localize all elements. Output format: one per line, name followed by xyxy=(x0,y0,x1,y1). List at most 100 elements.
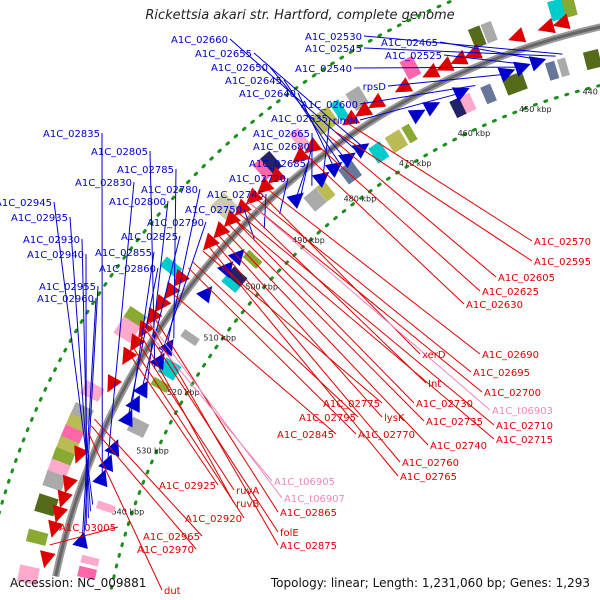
reverse-gene-label-leader xyxy=(212,239,401,463)
reverse-gene-arrow xyxy=(256,176,275,195)
reverse-gene-label-leader xyxy=(227,222,425,422)
forward-gene-label: A1C_02465 xyxy=(381,38,438,49)
gene-block xyxy=(252,158,274,181)
gene-block xyxy=(303,187,327,212)
forward-gene-label-leader xyxy=(279,177,289,214)
forward-gene-label-leader xyxy=(106,181,135,465)
tick-label: 440 kbp xyxy=(583,87,600,96)
trna-label-leader xyxy=(148,321,283,499)
tick-label: 520 kbp xyxy=(167,388,200,397)
forward-gene-label-leader xyxy=(443,54,529,66)
reverse-gene-arrow xyxy=(234,198,252,216)
forward-gene-arrow xyxy=(133,380,148,399)
forward-gene-label: A1C_02530 xyxy=(305,32,362,43)
reverse-gene-label-leader xyxy=(237,212,495,426)
forward-gene-label-leader xyxy=(387,74,502,87)
reverse-gene-arrow xyxy=(552,13,571,30)
forward-gene-label: A1C_02720 xyxy=(229,174,286,185)
forward-gene-label: A1C_02640 xyxy=(239,89,296,100)
reverse-gene-arrow xyxy=(52,504,69,523)
reverse-gene-label: A1C_02760 xyxy=(402,458,459,469)
forward-gene-label: rimM xyxy=(333,116,358,127)
forward-gene-label-leader xyxy=(81,297,97,539)
reverse-gene-label-leader xyxy=(304,152,465,305)
forward-gene-label: A1C_02655 xyxy=(195,49,252,60)
reverse-gene-arrow xyxy=(268,166,287,184)
genome-summary-text: Topology: linear; Length: 1,231,060 bp; … xyxy=(270,576,590,590)
reverse-gene-arrow xyxy=(508,27,527,43)
forward-gene-label: A1C_02635 xyxy=(271,114,328,125)
reverse-gene-label-leader xyxy=(333,130,533,262)
reverse-gene-label: ruvB xyxy=(236,499,259,510)
reverse-gene-label: A1C_03005 xyxy=(59,523,116,534)
forward-gene-label-leader xyxy=(83,285,99,532)
reverse-gene-label-leader xyxy=(242,206,427,384)
reverse-gene-label: A1C_02875 xyxy=(280,541,337,552)
reverse-gene-label: A1C_02795 xyxy=(299,413,356,424)
trna-label: A1C_t06903 xyxy=(492,406,553,417)
reverse-gene-label-leader xyxy=(148,321,279,546)
reverse-gene-label: A1C_02925 xyxy=(159,481,216,492)
reverse-gene-label: folE xyxy=(280,528,299,539)
gene-block xyxy=(221,275,241,293)
forward-gene-arrow xyxy=(118,409,133,428)
forward-gene-label-leader xyxy=(322,117,331,177)
reverse-gene-label: A1C_02625 xyxy=(482,287,539,298)
reverse-gene-label: dut xyxy=(164,586,181,597)
forward-gene-arrow xyxy=(451,87,470,102)
reverse-gene-arrow xyxy=(354,101,374,117)
gene-block xyxy=(95,500,116,514)
reverse-gene-label-leader xyxy=(207,244,399,477)
forward-gene-label-leader xyxy=(353,66,522,69)
reverse-gene-arrow xyxy=(62,474,78,494)
forward-gene-arrow xyxy=(286,192,304,209)
forward-gene-label: A1C_02855 xyxy=(95,248,152,259)
reverse-gene-arrow xyxy=(48,519,64,538)
gene-block xyxy=(582,49,600,71)
tick-label: 510 kbp xyxy=(203,333,236,342)
reverse-gene-label-leader xyxy=(248,201,483,393)
reverse-gene-label: A1C_02735 xyxy=(426,417,483,428)
reverse-gene-label: A1C_02730 xyxy=(416,399,473,410)
gene-block xyxy=(457,92,477,115)
reverse-gene-label-leader xyxy=(346,122,533,242)
reverse-gene-label: A1C_02605 xyxy=(498,273,555,284)
forward-gene-arrow xyxy=(497,67,516,83)
trna-label-leader xyxy=(248,201,491,411)
gene-block xyxy=(77,565,98,580)
reverse-gene-label: ruvA xyxy=(236,486,259,497)
forward-gene-label-leader xyxy=(243,208,255,239)
forward-gene-label: A1C_02680 xyxy=(253,142,310,153)
forward-gene-label: A1C_02745 xyxy=(207,190,264,201)
forward-gene-arrow xyxy=(98,454,114,472)
forward-gene-label: A1C_02785 xyxy=(117,165,174,176)
gene-block xyxy=(467,25,487,49)
reverse-gene-arrow xyxy=(464,43,483,59)
reverse-gene-arrow xyxy=(304,136,323,154)
reverse-gene-label: A1C_02595 xyxy=(534,257,591,268)
gene-block xyxy=(556,57,570,78)
reverse-gene-label: A1C_02865 xyxy=(280,508,337,519)
reverse-gene-label: Int xyxy=(428,379,441,390)
gene-block xyxy=(544,60,560,81)
gene-block xyxy=(449,97,467,119)
figure-title: Rickettsia akari str. Hartford, complete… xyxy=(145,8,455,23)
reverse-gene-label-leader xyxy=(232,217,495,440)
reverse-gene-label-leader xyxy=(315,143,481,292)
forward-gene-arrow xyxy=(158,338,174,357)
forward-gene-label: A1C_02825 xyxy=(121,232,178,243)
reverse-gene-label: xerD xyxy=(422,350,446,361)
forward-gene-label: A1C_02835 xyxy=(43,129,100,140)
gene-block xyxy=(329,99,350,122)
tick-label: 480 kbp xyxy=(344,195,377,204)
tick-label: 530 kbp xyxy=(136,447,169,456)
reverse-gene-label-leader xyxy=(327,134,497,278)
tick-label: 470 kbp xyxy=(399,159,432,168)
gene-block xyxy=(384,129,409,154)
forward-gene-label: A1C_02660 xyxy=(171,35,228,46)
reverse-gene-label: A1C_02690 xyxy=(482,350,539,361)
reverse-gene-label-leader xyxy=(94,418,203,537)
forward-gene-label-leader xyxy=(359,84,476,105)
reverse-gene-label: A1C_02970 xyxy=(137,545,194,556)
